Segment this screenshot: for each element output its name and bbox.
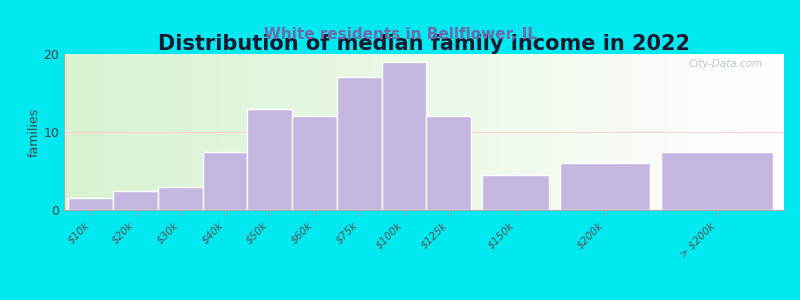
Bar [202,152,247,210]
Bar [560,163,650,210]
Bar [426,116,471,210]
Bar [292,116,337,210]
Bar [382,62,426,210]
Bar [158,187,202,210]
Text: White residents in Bellflower, IL: White residents in Bellflower, IL [263,27,537,42]
Bar [113,190,158,210]
Bar [337,77,382,210]
Y-axis label: families: families [27,107,41,157]
Bar [69,198,113,210]
Bar [247,109,292,210]
Title: Distribution of median family income in 2022: Distribution of median family income in … [158,34,690,54]
Text: City-Data.com: City-Data.com [688,59,762,69]
Bar [661,152,773,210]
Bar [482,175,550,210]
